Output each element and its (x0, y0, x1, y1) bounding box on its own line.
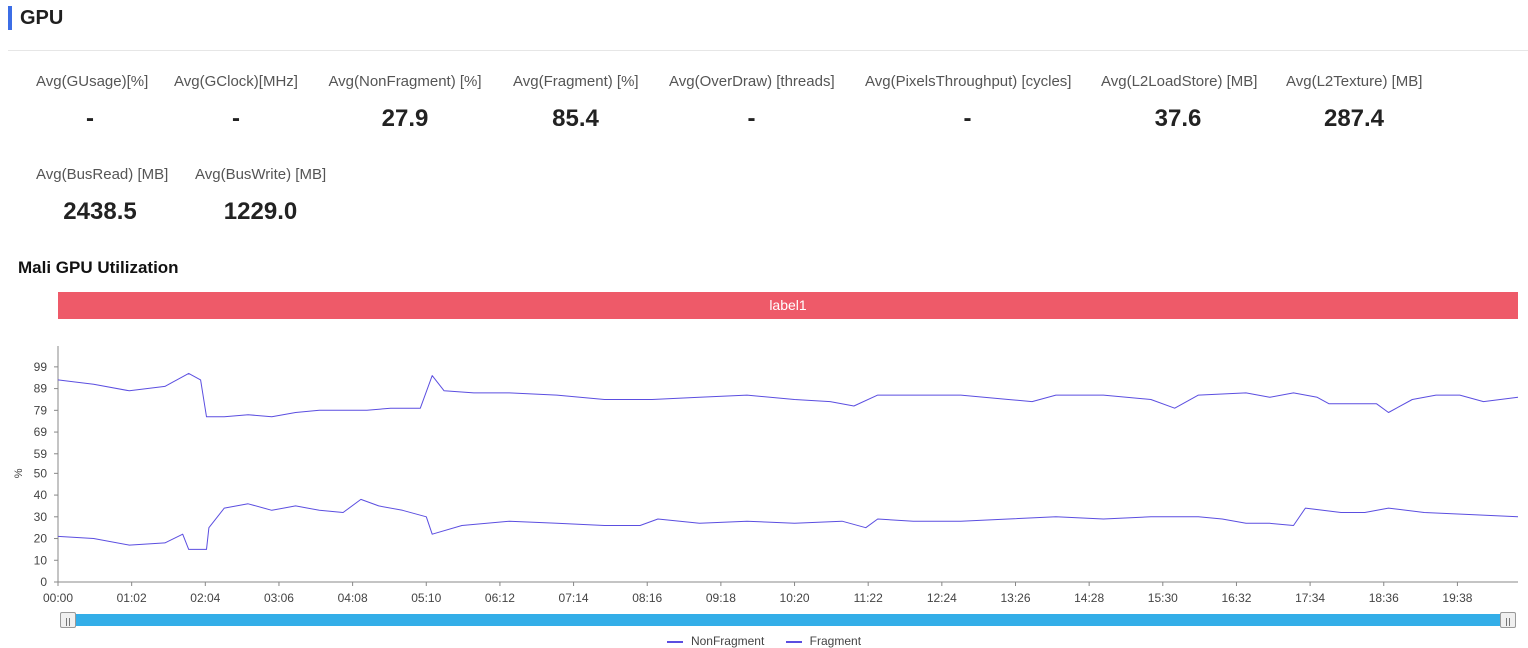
x-tick-label: 04:08 (338, 591, 368, 605)
metric-value: - (86, 105, 94, 132)
legend-item-nonfragment[interactable]: NonFragment (666, 634, 765, 648)
page-title: GPU (20, 7, 64, 29)
header-accent-bar (8, 6, 12, 30)
x-tick-label: 00:00 (43, 591, 73, 605)
metric-label: Avg(L2LoadStore) [MB] (1101, 73, 1258, 90)
x-tick-label: 10:20 (780, 591, 810, 605)
x-tick-label: 11:22 (854, 591, 883, 605)
series-line-fragment (57, 372, 1519, 418)
y-tick-label: 0 (40, 575, 47, 589)
y-tick-label: 10 (34, 553, 48, 567)
metric-value: 1229.0 (223, 198, 298, 225)
metric-label: Avg(OverDraw) [threads] (669, 73, 835, 90)
x-tick-label: 12:24 (927, 591, 957, 605)
metric-value: - (232, 105, 240, 132)
metric-value: 27.9 (381, 105, 429, 132)
metric-value: 2438.5 (63, 198, 137, 225)
x-tick-label: 05:10 (411, 591, 441, 605)
metric-label: Avg(GUsage)[%] (36, 73, 149, 90)
x-tick-label: 09:18 (706, 591, 736, 605)
legend-swatch (785, 640, 802, 643)
slider-handle-left[interactable] (60, 612, 76, 628)
metric-nonfragment: Avg(NonFragment) [%] 27.9 (328, 73, 482, 133)
metric-value: 287.4 (1323, 105, 1385, 132)
time-range-slider[interactable] (60, 612, 1516, 628)
metric-buswrite: Avg(BusWrite) [MB] 1229.0 (195, 166, 326, 226)
metric-value: - (747, 105, 756, 132)
metric-label: Avg(Fragment) [%] (513, 73, 639, 90)
x-axis: 00:00 01:02 02:04 03:06 04:08 05:10 06:12 07:14… (43, 581, 1518, 605)
y-tick-label: 30 (34, 510, 48, 524)
metric-overdraw: Avg(OverDraw) [threads] - (669, 73, 835, 133)
y-axis: 0 10 20 30 40 50 59 69 79 89 99% (13, 346, 59, 589)
x-tick-label: 06:12 (485, 591, 515, 605)
metric-value: 37.6 (1154, 105, 1202, 132)
x-tick-label: 13:26 (1000, 591, 1030, 605)
chart-banner-label: label1 (58, 292, 1518, 319)
metric-label: Avg(BusRead) [MB] (36, 166, 169, 183)
x-tick-label: 17:34 (1295, 591, 1325, 605)
metric-value: - (963, 105, 972, 132)
x-tick-label: 19:38 (1442, 591, 1472, 605)
slider-handle-right[interactable] (1500, 612, 1516, 628)
slider-track[interactable] (60, 614, 1516, 626)
metric-gclock: Avg(GClock)[MHz] - (174, 73, 298, 133)
metric-label: Avg(NonFragment) [%] (328, 73, 482, 90)
header-divider (8, 50, 1528, 51)
y-tick-label: 59 (34, 447, 48, 461)
metric-l2texture: Avg(L2Texture) [MB] 287.4 (1286, 73, 1422, 133)
y-tick-label: 79 (34, 403, 48, 417)
metric-pixelsthroughput: Avg(PixelsThroughput) [cycles] - (865, 73, 1072, 133)
x-tick-label: 07:14 (559, 591, 589, 605)
y-tick-label: 89 (34, 382, 48, 396)
metric-label: Avg(BusWrite) [MB] (195, 166, 327, 183)
y-axis-label: % (13, 468, 25, 478)
x-tick-label: 14:28 (1074, 591, 1104, 605)
chart-legend: NonFragment Fragment (0, 634, 1528, 648)
series-lines (57, 372, 1519, 550)
legend-label: Fragment (809, 634, 862, 648)
metric-label: Avg(L2Texture) [MB] (1286, 73, 1423, 90)
y-tick-label: 99 (34, 360, 48, 374)
metric-value: 85.4 (552, 105, 599, 132)
metric-label: Avg(GClock)[MHz] (174, 73, 298, 90)
x-tick-label: 01:02 (117, 591, 147, 605)
metric-fragment: Avg(Fragment) [%] 85.4 (513, 73, 639, 133)
metric-busread: Avg(BusRead) [MB] 2438.5 (36, 166, 169, 226)
series-line-nonfragment (57, 498, 1519, 550)
x-tick-label: 16:32 (1221, 591, 1251, 605)
metric-l2loadstore: Avg(L2LoadStore) [MB] 37.6 (1101, 73, 1258, 133)
x-tick-label: 18:36 (1369, 591, 1399, 605)
x-tick-label: 15:30 (1148, 591, 1178, 605)
y-tick-label: 50 (34, 466, 48, 480)
y-tick-label: 69 (34, 425, 48, 439)
metric-gusage: Avg(GUsage)[%] - (36, 73, 149, 133)
x-tick-label: 03:06 (264, 591, 294, 605)
y-tick-label: 40 (34, 488, 48, 502)
utilization-chart: 0 10 20 30 40 50 59 69 79 89 99% 00:00 01:02 02:04 03… (13, 346, 1519, 605)
metric-label: Avg(PixelsThroughput) [cycles] (865, 73, 1072, 90)
y-tick-label: 20 (34, 532, 48, 546)
x-tick-label: 08:16 (632, 591, 662, 605)
legend-swatch (666, 640, 683, 643)
chart-title: Mali GPU Utilization (18, 258, 179, 277)
legend-item-fragment[interactable]: Fragment (785, 634, 862, 648)
legend-label: NonFragment (690, 634, 765, 648)
x-tick-label: 02:04 (190, 591, 220, 605)
